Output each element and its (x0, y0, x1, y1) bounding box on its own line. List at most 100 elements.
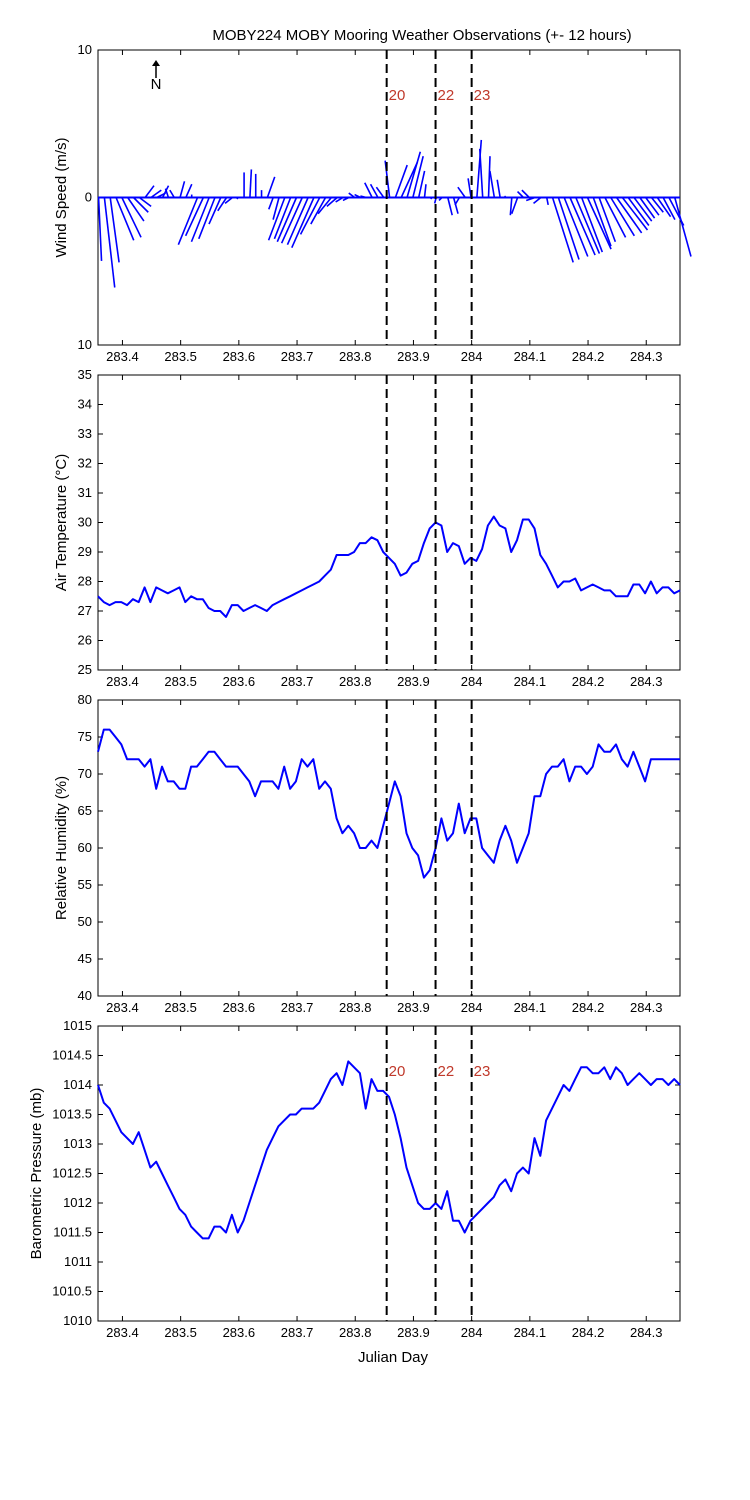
wind-vector (412, 156, 424, 198)
x-tick-label: 283.5 (164, 674, 197, 689)
y-tick-label: 1012 (63, 1195, 92, 1210)
y-tick-label: 60 (78, 840, 92, 855)
x-tick-label: 284.2 (572, 674, 605, 689)
x-tick-label: 283.7 (281, 674, 314, 689)
y-tick-label: 0 (85, 190, 92, 205)
wind-vector (369, 183, 379, 198)
wind-vector (563, 197, 589, 257)
wind-vector (467, 178, 472, 198)
wind-vector (198, 197, 216, 240)
x-tick-label: 283.9 (397, 1325, 430, 1340)
wind-vector (423, 184, 427, 198)
y-tick-label: 1014 (63, 1077, 92, 1092)
chart-panel-3: 283.4 283.5 283.6 283.7 283.8 283.9 284 284.1 28… (53, 692, 681, 1015)
wind-vector (438, 196, 443, 202)
wind-vector (604, 197, 627, 238)
y-tick-label: 31 (78, 485, 92, 500)
x-tick-label: 283.4 (106, 1325, 139, 1340)
wind-vector (656, 197, 672, 218)
wind-vector (429, 196, 433, 200)
wind-vector (496, 179, 501, 198)
wind-vector (217, 197, 228, 212)
north-arrow-icon (152, 60, 160, 66)
wind-vector (273, 197, 292, 240)
y-tick-label: 1011.5 (53, 1225, 92, 1240)
event-marker-label: 22 (438, 87, 455, 104)
y-tick-label: 26 (78, 633, 92, 648)
wind-vector (400, 161, 419, 198)
y-tick-label: 34 (78, 397, 92, 412)
wind-vector (478, 148, 484, 198)
wind-vector (236, 196, 239, 200)
y-tick-label: 1010 (63, 1313, 92, 1328)
wind-vector (557, 197, 580, 260)
wind-vector (169, 189, 175, 198)
wind-vector (673, 197, 692, 257)
y-tick-label: 70 (78, 766, 92, 781)
event-marker-label: 23 (474, 1063, 491, 1080)
wind-vector (615, 197, 643, 234)
wind-vector (569, 197, 596, 256)
y-tick-label: 45 (78, 951, 92, 966)
x-tick-label: 284.1 (514, 1325, 547, 1340)
wind-vector (551, 197, 574, 263)
y-tick-label: 29 (78, 544, 92, 559)
y-tick-label: 1015 (63, 1018, 92, 1033)
wind-vector (621, 197, 649, 231)
wind-vector (509, 197, 513, 216)
y-axis-label: Air Temperature (°C) (53, 454, 70, 591)
wind-vector (286, 197, 309, 246)
wind-vector (291, 197, 315, 248)
wind-vector (575, 197, 601, 254)
wind-vector (633, 197, 653, 222)
y-tick-label: 32 (78, 456, 92, 471)
wind-vector (179, 181, 186, 198)
wind-vector (521, 189, 530, 199)
wind-vector (610, 197, 636, 237)
x-tick-label: 283.8 (339, 674, 372, 689)
wind-vector (190, 197, 210, 243)
x-tick-label: 283.5 (164, 349, 197, 364)
event-marker-label: 20 (389, 87, 406, 104)
x-tick-label: 283.9 (397, 674, 430, 689)
wind-vector (510, 197, 519, 214)
x-tick-label: 284.2 (572, 1000, 605, 1015)
wind-vector (115, 197, 135, 241)
wind-vector (452, 197, 459, 214)
chart-panel-1: 283.4 283.5 283.6 283.7 283.8 283.9 284 284.1 28… (53, 42, 692, 364)
wind-vector (268, 197, 274, 210)
wind-vector (394, 164, 408, 198)
x-tick-label: 283.7 (281, 1325, 314, 1340)
y-tick-label: 40 (78, 988, 92, 1003)
x-tick-label: 284.1 (514, 674, 547, 689)
wind-vector (447, 197, 453, 216)
wind-vector (144, 185, 155, 198)
x-tick-label: 284.3 (630, 349, 663, 364)
y-tick-label: 65 (78, 803, 92, 818)
x-tick-label: 283.6 (223, 349, 256, 364)
event-marker-label: 23 (474, 87, 491, 104)
wind-vector (364, 182, 373, 198)
event-marker-label: 20 (389, 1063, 406, 1080)
x-tick-label: 284 (461, 674, 483, 689)
wind-vector (184, 197, 205, 237)
y-tick-label: 1012.5 (52, 1166, 92, 1181)
x-tick-label: 283.6 (223, 674, 256, 689)
wind-vector (354, 193, 361, 199)
x-tick-label: 283.4 (106, 674, 139, 689)
chart-panel-2: 283.4 283.5 283.6 283.7 283.8 283.9 284 284.1 28… (53, 367, 681, 689)
y-tick-label: 55 (78, 877, 92, 892)
wind-vector (662, 197, 676, 221)
x-tick-label: 283.7 (281, 349, 314, 364)
wind-vector (627, 197, 650, 226)
x-tick-label: 284.3 (630, 674, 663, 689)
y-tick-label: 1010.5 (52, 1284, 92, 1299)
wind-vector (280, 197, 304, 244)
y-axis-label: Wind Speed (m/s) (53, 137, 70, 257)
wind-vector (185, 183, 193, 198)
y-axis-label: Barometric Pressure (mb) (28, 1088, 45, 1260)
x-tick-label: 284.1 (514, 349, 547, 364)
x-tick-label: 283.7 (281, 1000, 314, 1015)
y-tick-label: 33 (78, 426, 92, 441)
panels-container: 283.4 283.5 283.6 283.7 283.8 283.9 284 284.1 28… (28, 42, 692, 1340)
